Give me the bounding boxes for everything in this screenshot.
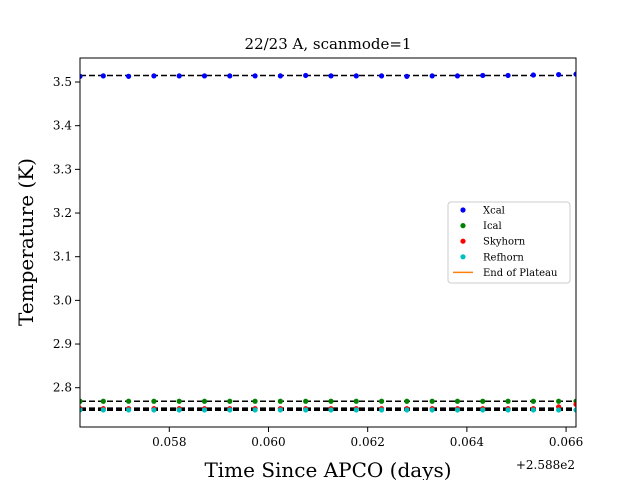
x-axis-ticks: 0.058 0.060 0.062 0.064 0.066 <box>152 427 583 449</box>
data-point-refhorn <box>328 407 334 413</box>
legend-label: Ical <box>483 221 502 232</box>
reference-lines <box>80 74 576 411</box>
data-point-xcal <box>126 73 132 79</box>
data-point-ical <box>556 398 562 404</box>
data-point-xcal <box>151 73 157 79</box>
data-point-xcal <box>573 71 576 77</box>
legend-label: Xcal <box>483 206 505 217</box>
data-point-xcal <box>353 73 359 79</box>
data-point-ical <box>328 398 334 404</box>
data-point-xcal <box>378 73 385 79</box>
data-point-xcal <box>176 73 182 79</box>
data-point-refhorn <box>404 407 410 413</box>
legend-swatch-dot <box>460 238 466 244</box>
x-tick-label: 0.064 <box>450 435 485 449</box>
y-tick-label: 3.5 <box>53 75 72 89</box>
data-point-xcal <box>252 73 258 79</box>
data-point-ical <box>480 398 486 404</box>
y-axis-title: Temperature (K) <box>14 158 38 326</box>
data-point-ical <box>404 398 410 404</box>
y-axis-ticks: 2.8 2.9 3.0 3.1 3.2 3.3 3.4 3.5 <box>53 75 80 395</box>
x-axis-offset-label: +2.588e2 <box>516 458 575 472</box>
data-point-ical <box>100 398 106 404</box>
data-point-ical <box>201 398 208 404</box>
data-point-refhorn <box>480 407 486 413</box>
data-point-refhorn <box>530 407 536 413</box>
y-tick-label: 3.4 <box>53 119 72 133</box>
data-point-ical <box>80 398 83 404</box>
data-point-refhorn <box>556 407 562 413</box>
data-point-xcal <box>303 72 309 79</box>
data-point-ical <box>505 398 511 404</box>
legend-items: Xcal Ical Skyhorn Refhorn End of Plateau <box>453 206 558 279</box>
data-point-ical <box>151 398 157 404</box>
y-tick-label: 2.8 <box>53 381 72 395</box>
data-point-xcal <box>454 73 461 79</box>
x-tick-label: 0.060 <box>251 435 285 449</box>
plot-frame <box>79 57 577 428</box>
data-point-ical <box>252 398 258 404</box>
legend-label: End of Plateau <box>483 268 558 279</box>
x-axis-title: Time Since APCO (days) <box>204 458 451 480</box>
legend: Xcal Ical Skyhorn Refhorn End of Plateau <box>447 201 571 284</box>
legend-swatch-dot <box>460 207 466 213</box>
y-tick-label: 3.0 <box>53 293 72 307</box>
data-point-xcal <box>201 73 208 79</box>
data-point-xcal <box>328 73 334 79</box>
data-point-refhorn <box>126 407 132 413</box>
data-point-refhorn <box>100 407 106 413</box>
data-point-ical <box>429 398 435 404</box>
data-point-xcal <box>277 73 283 79</box>
data-point-ical <box>176 398 182 404</box>
data-point-ical <box>227 398 233 404</box>
data-point-refhorn <box>378 407 385 413</box>
data-point-refhorn <box>227 407 233 413</box>
x-tick-label: 0.066 <box>549 435 583 449</box>
data-point-refhorn <box>201 407 208 413</box>
y-tick-label: 3.1 <box>53 250 72 264</box>
data-point-xcal <box>505 72 511 79</box>
data-point-skyhorn <box>573 401 576 407</box>
legend-box <box>447 201 571 284</box>
data-point-refhorn <box>151 407 157 413</box>
data-point-refhorn <box>80 407 83 413</box>
data-point-xcal <box>227 73 233 79</box>
y-tick-label: 2.9 <box>53 337 72 351</box>
data-point-refhorn <box>454 407 461 413</box>
legend-swatch-dot <box>460 223 466 229</box>
data-point-refhorn <box>429 407 435 413</box>
data-point-xcal <box>530 72 536 78</box>
data-point-ical <box>303 398 309 404</box>
data-point-refhorn <box>353 407 359 413</box>
legend-label: Refhorn <box>483 252 524 263</box>
data-point-refhorn <box>505 407 511 413</box>
data-point-ical <box>378 398 385 404</box>
data-point-ical <box>126 398 132 404</box>
y-tick-label: 3.2 <box>53 206 72 220</box>
x-tick-label: 0.062 <box>351 435 385 449</box>
data-point-refhorn <box>573 407 576 413</box>
chart-title: 22/23 A, scanmode=1 <box>245 35 412 53</box>
data-point-xcal <box>404 73 410 79</box>
data-point-xcal <box>100 73 106 79</box>
data-point-refhorn <box>252 407 258 413</box>
data-point-xcal <box>480 72 486 79</box>
data-point-refhorn <box>176 407 182 413</box>
x-tick-label: 0.058 <box>152 435 186 449</box>
data-point-refhorn <box>303 407 309 413</box>
legend-swatch-dot <box>460 254 466 260</box>
data-point-ical <box>277 398 283 404</box>
data-point-ical <box>353 398 359 404</box>
data-point-xcal <box>556 71 562 78</box>
data-point-xcal <box>80 73 83 79</box>
data-markers <box>80 71 576 413</box>
data-point-ical <box>454 398 461 404</box>
data-point-xcal <box>429 73 435 79</box>
data-point-ical <box>530 398 536 404</box>
legend-label: Skyhorn <box>483 237 526 248</box>
data-point-refhorn <box>277 407 283 413</box>
y-tick-label: 3.3 <box>53 162 72 176</box>
